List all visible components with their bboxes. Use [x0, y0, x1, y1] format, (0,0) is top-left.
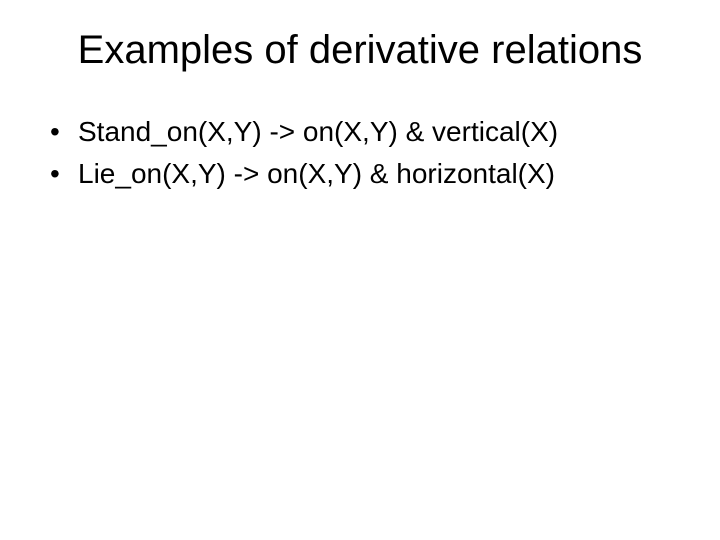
bullet-list: Stand_on(X,Y) -> on(X,Y) & vertical(X) L…	[50, 113, 680, 193]
list-item: Lie_on(X,Y) -> on(X,Y) & horizontal(X)	[50, 155, 680, 193]
slide: Examples of derivative relations Stand_o…	[0, 0, 720, 540]
slide-title: Examples of derivative relations	[40, 28, 680, 73]
list-item: Stand_on(X,Y) -> on(X,Y) & vertical(X)	[50, 113, 680, 151]
